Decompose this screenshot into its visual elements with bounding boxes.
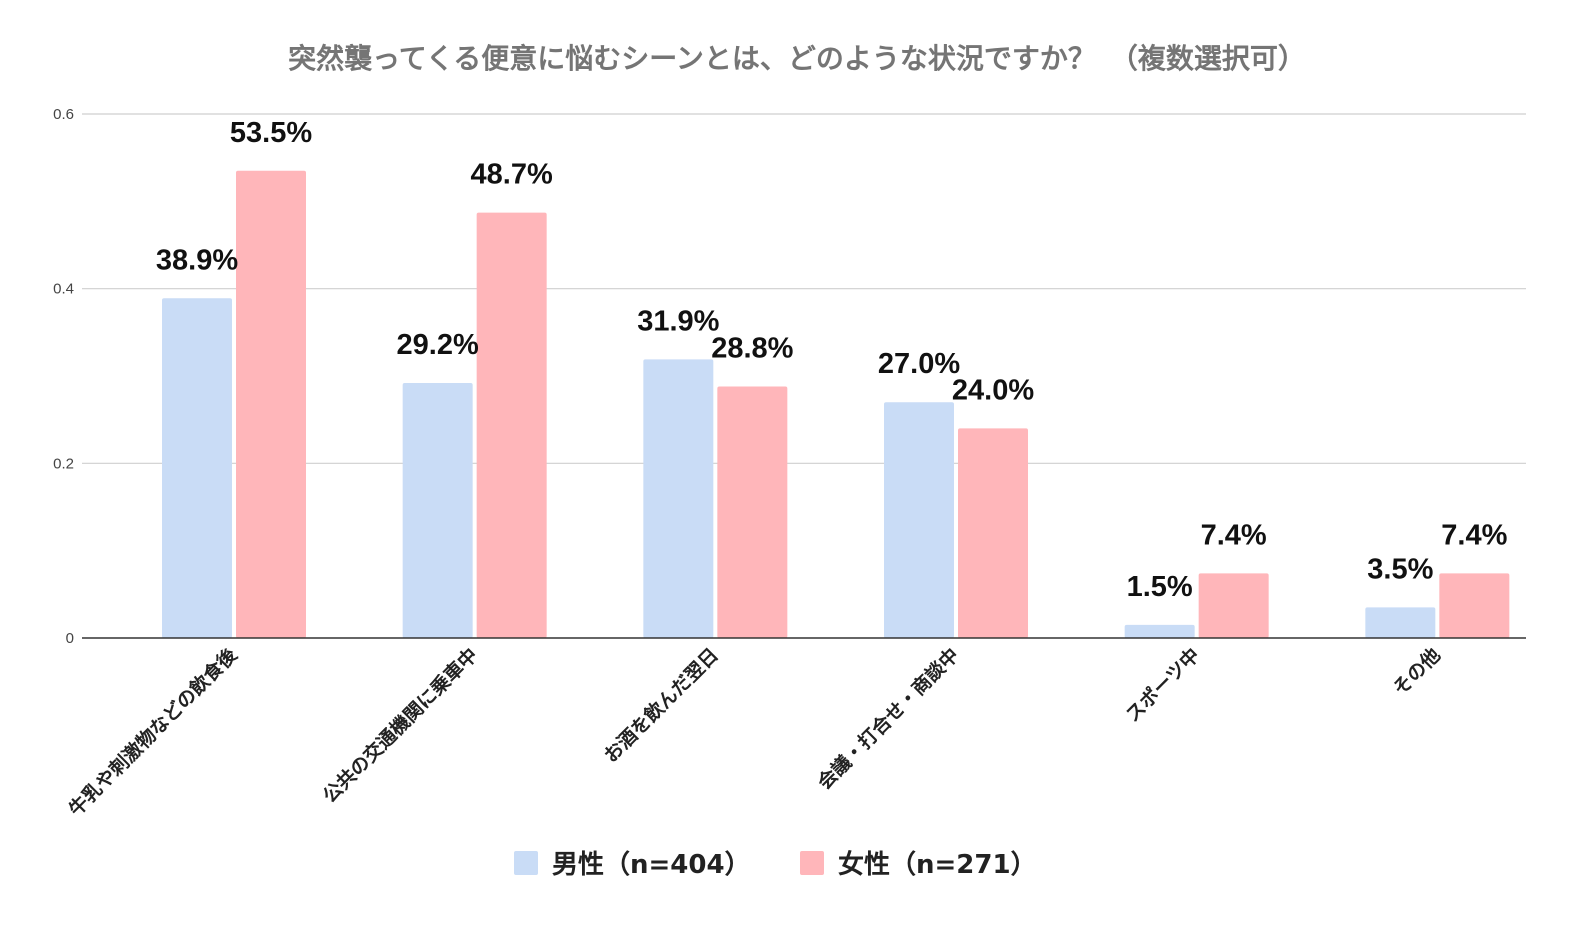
y-tick-label: 0	[66, 630, 74, 647]
x-tick-label: その他	[1388, 643, 1445, 700]
x-axis-ticks: 牛乳や刺激物などの飲食後 公共の交通機関に乗車中 お酒を飲んだ翌日 会議・打合せ・商談…	[64, 643, 1445, 821]
bar-male	[1124, 624, 1195, 638]
data-labels: 38.9% 53.5% 29.2% 48.7% 31.9%28.8% 27.0%24.0%…	[156, 117, 1508, 603]
bar-male	[643, 359, 714, 638]
legend-label: 男性（n=404）	[552, 850, 751, 880]
y-tick-label: 0.2	[53, 455, 74, 472]
data-label: 31.9%	[637, 305, 719, 337]
bar-female	[717, 386, 788, 638]
data-label: 7.4%	[1201, 519, 1267, 551]
bar-female	[236, 170, 306, 638]
x-tick-label: お酒を飲んだ翌日	[599, 643, 723, 767]
bar-male	[884, 402, 954, 638]
data-label: 27.0%	[878, 348, 960, 380]
legend: 男性（n=404） 女性（n=271）	[514, 849, 1037, 880]
y-tick-label: 0.4	[53, 281, 74, 298]
y-axis-ticks: 0 0.2 0.4 0.6	[53, 106, 74, 647]
data-label: 3.5%	[1367, 553, 1433, 585]
bar-male	[1365, 607, 1436, 638]
y-tick-label: 0.6	[53, 106, 74, 123]
x-tick-label: 会議・打合せ・商談中	[813, 643, 964, 794]
bar-female	[1198, 573, 1269, 638]
bar-male	[162, 298, 232, 638]
bars	[162, 170, 1510, 639]
legend-label: 女性（n=271）	[838, 849, 1037, 880]
data-label: 28.8%	[711, 332, 793, 364]
legend-swatch	[514, 851, 538, 875]
bar-female	[476, 212, 547, 639]
data-label: 38.9%	[156, 244, 238, 276]
x-tick-label: 牛乳や刺激物などの飲食後	[64, 643, 242, 821]
bar-male	[402, 382, 473, 638]
data-label: 29.2%	[397, 329, 479, 361]
data-label: 53.5%	[230, 117, 312, 149]
data-label: 1.5%	[1127, 571, 1193, 603]
data-label: 24.0%	[952, 374, 1034, 406]
bar-female	[958, 428, 1028, 638]
legend-swatch	[800, 851, 824, 875]
x-tick-label: 公共の交通機関に乗車中	[318, 643, 482, 807]
chart-title: 突然襲ってくる便意に悩むシーンとは、どのような状況ですか？ （複数選択可）	[288, 42, 1306, 75]
data-label: 7.4%	[1441, 519, 1507, 551]
data-label: 48.7%	[471, 159, 553, 191]
gridlines	[82, 113, 1526, 464]
bar-female	[1439, 573, 1510, 638]
x-tick-label: スポーツ中	[1121, 643, 1204, 726]
